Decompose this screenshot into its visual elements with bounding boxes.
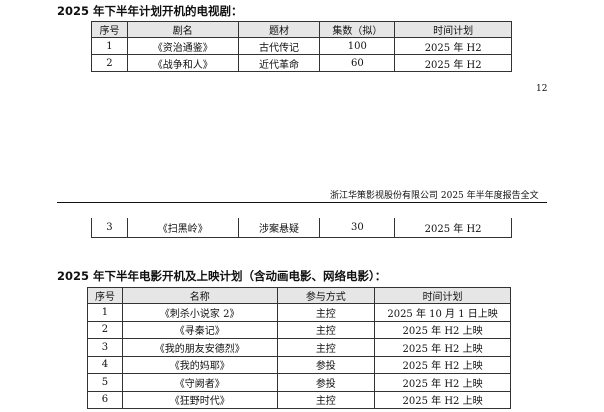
- cell: 主控: [276, 303, 376, 322]
- cell: 100: [319, 37, 396, 55]
- cell: 《守阙者》: [121, 373, 278, 392]
- cell: 5: [87, 373, 123, 392]
- header-cell: 序号: [91, 21, 128, 38]
- tv-table-continued: 3 《扫黑岭》 涉案悬疑 30 2025 年 H2: [91, 218, 512, 238]
- cell: 60: [319, 54, 396, 72]
- table-row: 3 《我的朋友安德烈》 主控 2025 年 H2 上映: [87, 338, 511, 357]
- table-header-row: 序号 名称 参与方式 时间计划: [87, 287, 511, 304]
- cell: 2: [91, 54, 128, 72]
- table-row: 2 《寻秦记》 主控 2025 年 H2 上映: [87, 320, 511, 339]
- header-rule: [57, 202, 547, 203]
- cell: 2025 年 H2 上映: [374, 338, 511, 357]
- cell: 2025 年 H2 上映: [374, 390, 511, 409]
- cell: 《寻秦记》: [121, 320, 278, 339]
- cell: 30: [319, 218, 396, 237]
- cell: 1: [91, 37, 128, 55]
- cell: 《资治通鉴》: [126, 37, 239, 55]
- cell: 2: [87, 320, 123, 339]
- table-row: 5 《守阙者》 参投 2025 年 H2 上映: [87, 373, 511, 392]
- cell: 3: [87, 338, 123, 357]
- table-header-row: 序号 剧名 题材 集数（拟） 时间计划: [91, 21, 512, 38]
- table-row: 4 《我的妈耶》 参投 2025 年 H2 上映: [87, 355, 511, 374]
- cell: 3: [91, 218, 128, 237]
- header-cell: 时间计划: [394, 21, 512, 38]
- header-cell: 题材: [237, 21, 321, 38]
- cell: 《刺杀小说家 2》: [121, 303, 278, 322]
- cell: 《狂野时代》: [121, 390, 278, 409]
- tv-section-title: 2025 年下半年计划开机的电视剧：: [57, 4, 243, 18]
- cell: 参投: [276, 373, 376, 392]
- header-cell: 时间计划: [374, 287, 511, 304]
- page-number: 12: [536, 84, 548, 94]
- cell: 《扫黑岭》: [126, 218, 239, 237]
- cell: 涉案悬疑: [237, 218, 321, 237]
- film-table: 序号 名称 参与方式 时间计划 1 《刺杀小说家 2》 主控 2025 年 10 月 1 日…: [87, 287, 511, 409]
- cell: 古代传记: [237, 37, 321, 55]
- cell: 2025 年 H2: [394, 54, 512, 72]
- cell: 2025 年 H2 上映: [374, 355, 511, 374]
- cell: 6: [87, 390, 123, 409]
- cell: 1: [87, 303, 123, 322]
- cell: 参投: [276, 355, 376, 374]
- cell: 主控: [276, 338, 376, 357]
- cell: 《我的朋友安德烈》: [121, 338, 278, 357]
- table-row: 3 《扫黑岭》 涉案悬疑 30 2025 年 H2: [91, 218, 512, 237]
- header-cell: 集数（拟）: [319, 21, 396, 38]
- cell: 主控: [276, 320, 376, 339]
- header-cell: 剧名: [126, 21, 239, 38]
- table-row: 1 《资治通鉴》 古代传记 100 2025 年 H2: [91, 37, 512, 55]
- header-cell: 名称: [121, 287, 278, 304]
- table-row: 1 《刺杀小说家 2》 主控 2025 年 10 月 1 日上映: [87, 303, 511, 322]
- cell: 2025 年 H2: [394, 218, 512, 237]
- cell: 2025 年 H2 上映: [374, 320, 511, 339]
- table-row: 2 《战争和人》 近代革命 60 2025 年 H2: [91, 54, 512, 72]
- cell: 2025 年 H2 上映: [374, 373, 511, 392]
- cell: 2025 年 10 月 1 日上映: [374, 303, 511, 322]
- cell: 2025 年 H2: [394, 37, 512, 55]
- film-section-title: 2025 年下半年电影开机及上映计划（含动画电影、网络电影）：: [57, 269, 387, 283]
- cell: 主控: [276, 390, 376, 409]
- cell: 近代革命: [237, 54, 321, 72]
- running-header: 浙江华策影视股份有限公司 2025 年半年度报告全文: [330, 191, 539, 201]
- table-row: 6 《狂野时代》 主控 2025 年 H2 上映: [87, 390, 511, 409]
- tv-table: 序号 剧名 题材 集数（拟） 时间计划 1 《资治通鉴》 古代传记 100 2025 年 H2 …: [91, 21, 512, 72]
- cell: 《战争和人》: [126, 54, 239, 72]
- header-cell: 参与方式: [276, 287, 376, 304]
- header-cell: 序号: [87, 287, 123, 304]
- cell: 4: [87, 355, 123, 374]
- cell: 《我的妈耶》: [121, 355, 278, 374]
